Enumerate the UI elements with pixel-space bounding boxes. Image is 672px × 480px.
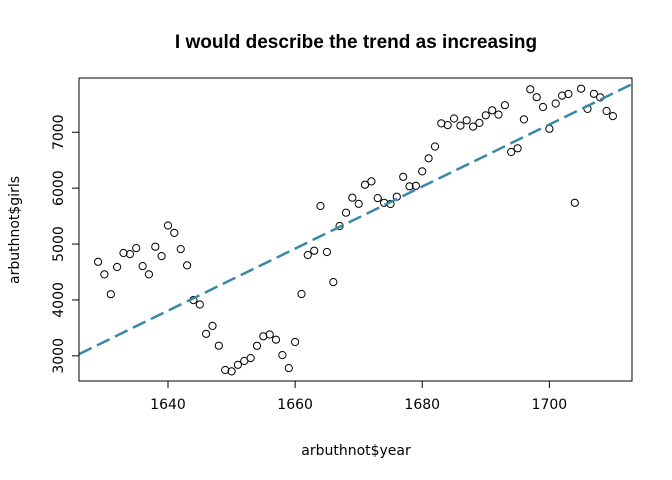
data-point — [411, 181, 420, 190]
data-point — [513, 144, 522, 153]
data-point — [456, 121, 465, 130]
data-point — [608, 112, 618, 121]
data-point — [354, 199, 363, 208]
y-axis: 3000 4000 5000 6000 7000 — [51, 114, 79, 374]
plot-area — [78, 77, 633, 382]
data-point — [119, 248, 128, 258]
trend-line — [79, 83, 632, 356]
data-point — [310, 246, 319, 255]
data-point — [221, 365, 230, 375]
data-point — [138, 262, 147, 271]
data-point — [538, 102, 548, 112]
data-point — [519, 115, 529, 124]
data-point — [462, 116, 471, 125]
x-axis-label: arbuthnot$year — [301, 443, 411, 459]
data-point — [322, 247, 331, 257]
data-point — [291, 337, 300, 347]
data-point — [303, 250, 312, 260]
data-point — [418, 167, 427, 176]
y-tick-label: 6000 — [51, 170, 67, 206]
data-point — [125, 250, 134, 259]
data-point — [265, 330, 274, 339]
data-point — [443, 121, 452, 130]
data-point — [373, 194, 382, 203]
x-tick-label: 1640 — [150, 397, 186, 413]
data-point — [532, 93, 541, 102]
data-point — [132, 244, 141, 253]
data-point — [227, 367, 236, 376]
x-tick-label: 1680 — [404, 397, 440, 413]
data-point — [202, 329, 211, 338]
data-point — [577, 84, 586, 93]
y-tick-label: 7000 — [51, 114, 67, 150]
data-point — [144, 270, 153, 279]
data-point — [100, 270, 109, 279]
data-point — [113, 262, 122, 272]
data-point — [106, 290, 115, 299]
data-point — [94, 257, 103, 266]
data-point — [297, 289, 306, 299]
data-point — [399, 172, 408, 181]
data-point — [564, 89, 573, 99]
data-point — [208, 321, 217, 330]
data-point — [488, 106, 497, 115]
data-point — [348, 193, 357, 202]
data-point — [551, 99, 560, 108]
data-point — [233, 360, 242, 369]
data-point — [252, 341, 262, 350]
x-tick-label: 1700 — [532, 397, 568, 413]
data-point — [341, 208, 351, 217]
data-point — [469, 122, 478, 131]
data-point — [526, 85, 535, 94]
data-point — [589, 89, 599, 98]
data-point — [246, 354, 255, 363]
data-point — [151, 242, 160, 251]
data-point — [367, 177, 376, 186]
data-point — [481, 111, 490, 120]
data-point — [449, 114, 459, 123]
data-point — [163, 221, 173, 230]
data-point — [430, 142, 440, 151]
data-point — [176, 245, 185, 254]
chart-title: I would describe the trend as increasing — [175, 32, 537, 53]
data-point — [500, 101, 509, 110]
data-point — [602, 106, 611, 116]
data-point — [316, 201, 325, 211]
plot-frame — [78, 77, 633, 382]
data-point — [507, 147, 516, 157]
y-tick-label: 3000 — [51, 338, 67, 374]
y-tick-label: 4000 — [51, 282, 67, 318]
data-point — [157, 252, 166, 261]
data-point — [170, 228, 179, 237]
x-axis: 1640 1660 1680 1700 — [150, 381, 567, 413]
data-point — [558, 91, 567, 100]
data-point — [214, 341, 223, 350]
data-point — [329, 278, 338, 287]
data-point — [424, 154, 433, 163]
data-point — [570, 198, 579, 207]
data-point — [271, 335, 281, 344]
data-point — [494, 110, 503, 119]
data-point — [284, 364, 293, 373]
data-point — [183, 261, 192, 270]
data-point — [278, 351, 287, 360]
data-point — [475, 118, 484, 128]
data-point — [360, 180, 370, 189]
y-tick-label: 5000 — [51, 226, 67, 262]
data-point — [405, 182, 414, 191]
data-point — [195, 300, 204, 309]
x-tick-label: 1660 — [277, 397, 313, 413]
y-axis-label: arbuthnot$girls — [7, 176, 23, 284]
